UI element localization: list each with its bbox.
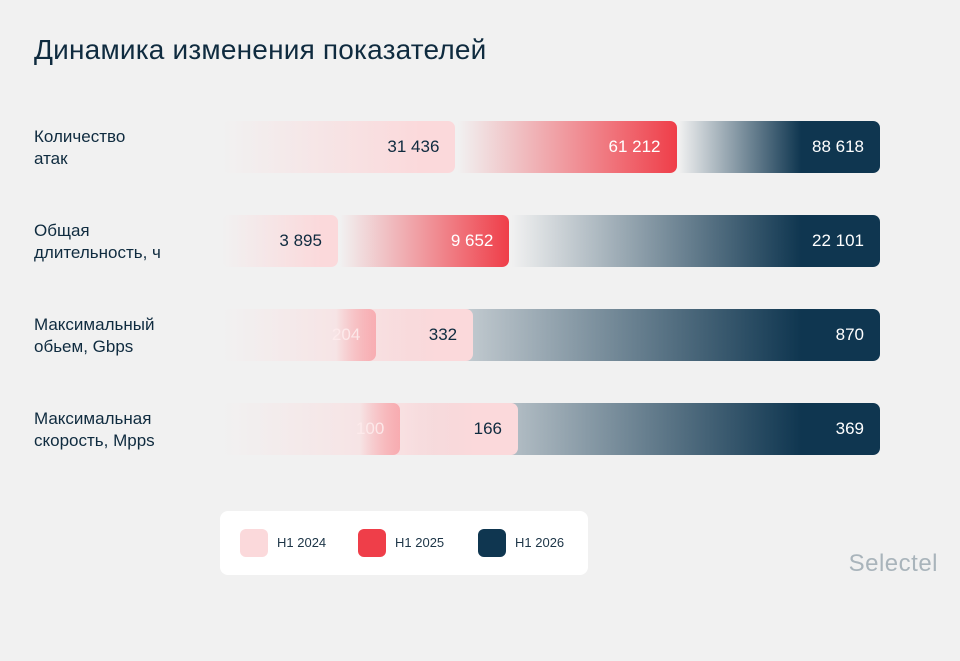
- value-label-h1-2026: 22 101: [812, 231, 864, 250]
- legend-swatch-h1-2025: [358, 529, 386, 557]
- row-label: Максимальная скорость, Mpps: [34, 409, 155, 450]
- value-label-h1-2024: 166: [473, 419, 503, 438]
- value-label-h1-2024: 31 436: [387, 137, 440, 156]
- value-label-h1-2026: 369: [835, 419, 864, 438]
- chart-title: Динамика изменения показателей: [34, 34, 487, 65]
- value-label-h1-2025: 9 652: [450, 231, 494, 250]
- row-label: Максимальный обьем, Gbps: [34, 315, 155, 356]
- legend-swatch-h1-2026: [478, 529, 506, 557]
- row-label: Количество атак: [34, 127, 126, 168]
- bar-h1-2024: [222, 309, 474, 361]
- brand-logo: Selectel: [848, 550, 938, 577]
- value-label-h1-2024: 332: [428, 325, 458, 344]
- value-label-h1-2025: 61 212: [608, 137, 661, 156]
- legend-swatch-h1-2024: [240, 529, 268, 557]
- legend: H1 2024 H1 2025 H1 2026: [220, 511, 588, 575]
- value-label-h1-2026: 88 618: [812, 137, 864, 156]
- bar-h1-2024: [222, 215, 338, 267]
- bar-h1-2024: [222, 121, 456, 173]
- value-label-h1-2026: 870: [835, 325, 864, 344]
- legend-label-h1-2024: H1 2024: [277, 535, 327, 550]
- value-label-h1-2024: 3 895: [279, 231, 322, 250]
- legend-label-h1-2026: H1 2026: [515, 535, 565, 550]
- legend-label-h1-2025: H1 2025: [395, 535, 445, 550]
- row-label: Общая длительность, ч: [34, 221, 161, 262]
- bar-h1-2024: [222, 403, 518, 455]
